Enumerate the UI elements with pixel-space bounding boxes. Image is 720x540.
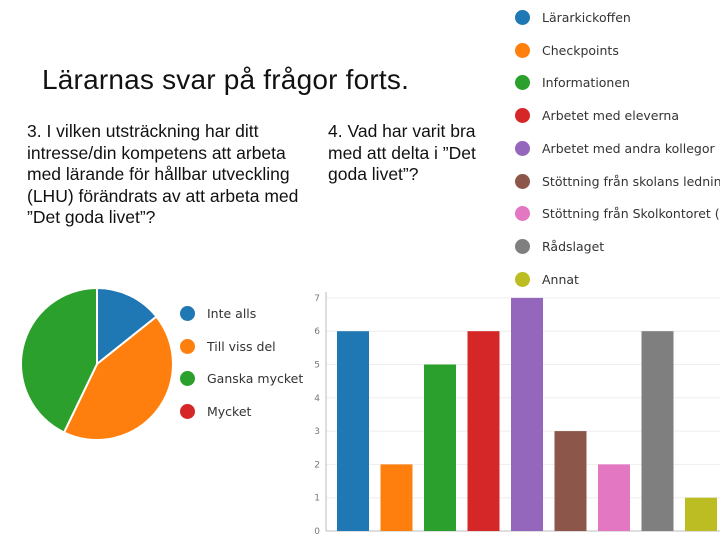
pie-chart <box>20 286 174 441</box>
legend-swatch <box>515 271 530 287</box>
pie-slice-ganska-mycket <box>20 286 98 434</box>
bar-checkpoints <box>380 464 413 531</box>
legend-label: Checkpoints <box>542 42 619 58</box>
legend-label: Rådslaget <box>542 238 605 254</box>
legend-swatch <box>180 371 195 386</box>
legend-label: Arbetet med andra kollegor <box>542 140 715 156</box>
legend-label: Annat <box>542 271 579 287</box>
bar-rådslaget <box>641 331 674 531</box>
legend-item-lärarkickoffen: Lärarkickoffen <box>515 10 631 25</box>
legend-label: Arbetet med eleverna <box>542 108 679 124</box>
legend-swatch <box>515 173 530 189</box>
y-tick-label: 0 <box>314 527 320 537</box>
legend-item-informationen: Informationen <box>515 75 630 91</box>
bar-arbetet-med-andra-kollegor <box>511 297 543 531</box>
y-tick-label: 7 <box>314 294 320 304</box>
legend-label: Ganska mycket <box>207 371 304 386</box>
legend-item-arbetet-med-eleverna: Arbetet med eleverna <box>515 108 679 124</box>
bar-arbetet-med-eleverna <box>467 331 500 531</box>
legend-item-rådslaget: Rådslaget <box>515 238 605 254</box>
pie-slice-inte-alls <box>96 286 158 367</box>
legend-item-annat: Annat <box>515 271 579 287</box>
legend-item-inte-alls: Inte alls <box>180 306 256 321</box>
legend-label: Mycket <box>207 403 252 419</box>
legend-item-checkpoints: Checkpoints <box>515 42 619 58</box>
bar-stöttning-från-skolkontoret-l <box>598 464 630 531</box>
legend-swatch <box>515 75 530 91</box>
legend-swatch <box>515 42 530 58</box>
slide-title: Lärarnas svar på frågor forts. <box>42 64 410 95</box>
legend-swatch <box>180 306 195 321</box>
question-3-text: 3. I vilken utsträckning har ditt intres… <box>27 121 299 227</box>
legend-swatch <box>515 140 530 156</box>
y-tick-label: 6 <box>314 327 320 337</box>
y-tick-label: 2 <box>314 460 320 470</box>
legend-item-stöttning-från-skolkontoret-l: Stöttning från Skolkontoret (L... <box>515 206 720 222</box>
legend-label: Stöttning från skolans ledning <box>542 173 720 189</box>
legend-label: Informationen <box>542 75 630 91</box>
bar-lärarkickoffen <box>337 331 369 531</box>
legend-item-stöttning-från-skolans-ledning: Stöttning från skolans ledning <box>515 173 720 189</box>
legend-item-till-viss-del: Till viss del <box>180 338 276 354</box>
bar-informationen <box>424 364 456 531</box>
y-tick-label: 5 <box>314 361 320 371</box>
legend-swatch <box>515 206 530 222</box>
legend-swatch <box>515 10 530 25</box>
bar-stöttning-från-skolans-ledning <box>554 431 587 531</box>
legend-swatch <box>180 403 195 419</box>
pie-slice-till-viss-del <box>62 315 174 441</box>
legend-item-arbetet-med-andra-kollegor: Arbetet med andra kollegor <box>515 140 715 156</box>
legend-item-mycket: Mycket <box>180 403 252 419</box>
y-tick-label: 1 <box>314 494 320 504</box>
legend-swatch <box>180 338 195 354</box>
legend-label: Stöttning från Skolkontoret (L... <box>542 206 720 222</box>
legend-label: Lärarkickoffen <box>542 10 631 25</box>
bar-chart: 0 1 2 3 4 5 6 7 <box>314 291 720 537</box>
legend-label: Inte alls <box>207 306 257 321</box>
legend-swatch <box>515 108 530 124</box>
y-tick-label: 3 <box>314 427 320 437</box>
y-tick-label: 4 <box>314 394 320 404</box>
bar-annat <box>685 497 717 531</box>
legend-item-ganska-mycket: Ganska mycket <box>180 371 303 386</box>
legend-label: Till viss del <box>207 338 276 354</box>
question-4-text: 4. Vad har varit bra med att delta i ”De… <box>328 121 476 184</box>
legend-swatch <box>515 238 530 254</box>
